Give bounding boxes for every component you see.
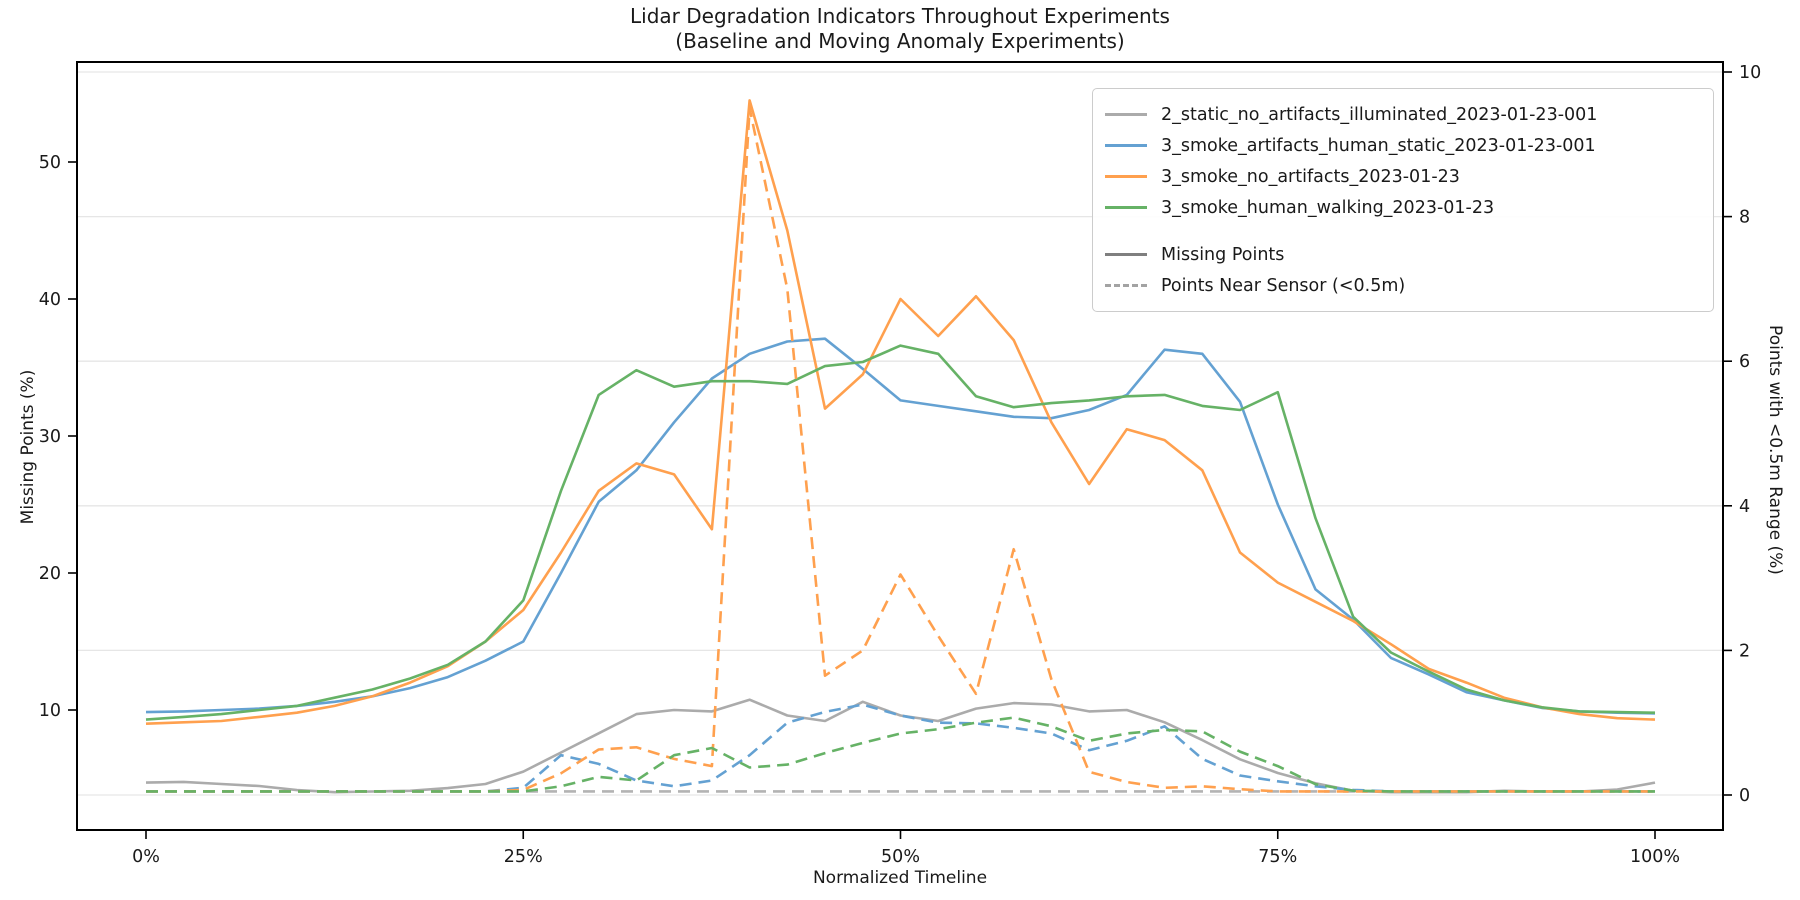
series-line-dashed-5 — [146, 703, 1655, 793]
x-tick-label: 100% — [1630, 847, 1680, 867]
x-axis-label: Normalized Timeline — [812, 868, 988, 888]
legend-experiment-0: 2_static_no_artifacts_illuminated_2023-0… — [1105, 99, 1701, 130]
legend-solid-line-icon — [1105, 175, 1147, 178]
right-y-axis-label: Points with <0.5m Range (%) — [1765, 325, 1785, 575]
legend-experiment-1-label: 3_smoke_artifacts_human_static_2023-01-2… — [1161, 135, 1596, 156]
legend-solid-line-icon — [1105, 206, 1147, 209]
left-tick-label: 30 — [39, 427, 61, 447]
legend-experiment-3-label: 3_smoke_human_walking_2023-01-23 — [1161, 197, 1495, 218]
legend-gap — [1105, 223, 1701, 239]
left-tick-label: 50 — [39, 153, 61, 173]
right-tick-label: 4 — [1739, 497, 1750, 517]
legend-experiment-2-label: 3_smoke_no_artifacts_2023-01-23 — [1161, 166, 1460, 187]
series-line-solid-1 — [145, 337, 1656, 715]
legend-experiment-2: 3_smoke_no_artifacts_2023-01-23 — [1105, 161, 1701, 192]
legend: 2_static_no_artifacts_illuminated_2023-0… — [1092, 88, 1714, 312]
legend-style-0-label: Missing Points — [1161, 244, 1285, 265]
legend-style-1: Points Near Sensor (<0.5m) — [1105, 270, 1701, 301]
right-tick-label: 0 — [1739, 786, 1750, 806]
legend-dashed-line-icon — [1105, 284, 1147, 287]
chart-title-line1: Lidar Degradation Indicators Throughout … — [630, 4, 1170, 28]
legend-style-1-label: Points Near Sensor (<0.5m) — [1161, 275, 1406, 296]
x-tick-label: 50% — [881, 847, 920, 867]
left-tick-label: 20 — [39, 564, 61, 584]
legend-experiment-3: 3_smoke_human_walking_2023-01-23 — [1105, 192, 1701, 223]
series-line-dashed-7 — [146, 716, 1655, 793]
left-y-axis-label: Missing Points (%) — [18, 369, 38, 525]
right-tick-label: 10 — [1739, 63, 1761, 83]
chart-title-line2: (Baseline and Moving Anomaly Experiments… — [675, 29, 1125, 53]
legend-experiment-1: 3_smoke_artifacts_human_static_2023-01-2… — [1105, 130, 1701, 161]
right-tick-label: 8 — [1739, 208, 1750, 228]
right-tick-label: 6 — [1739, 352, 1750, 372]
left-tick-label: 40 — [39, 290, 61, 310]
right-tick-label: 2 — [1739, 641, 1750, 661]
series-line-solid-2 — [145, 99, 1656, 725]
legend-style-0: Missing Points — [1105, 239, 1701, 270]
left-tick-label: 10 — [39, 701, 61, 721]
chart-title: Lidar Degradation Indicators Throughout … — [0, 4, 1800, 54]
series-line-solid-0 — [145, 698, 1656, 794]
x-tick-label: 75% — [1258, 847, 1297, 867]
x-tick-label: 25% — [504, 847, 543, 867]
legend-solid-line-icon — [1105, 253, 1147, 256]
legend-experiment-0-label: 2_static_no_artifacts_illuminated_2023-0… — [1161, 104, 1598, 125]
legend-solid-line-icon — [1105, 113, 1147, 116]
series-line-solid-3 — [145, 344, 1656, 721]
x-tick-label: 0% — [132, 847, 160, 867]
legend-solid-line-icon — [1105, 144, 1147, 147]
